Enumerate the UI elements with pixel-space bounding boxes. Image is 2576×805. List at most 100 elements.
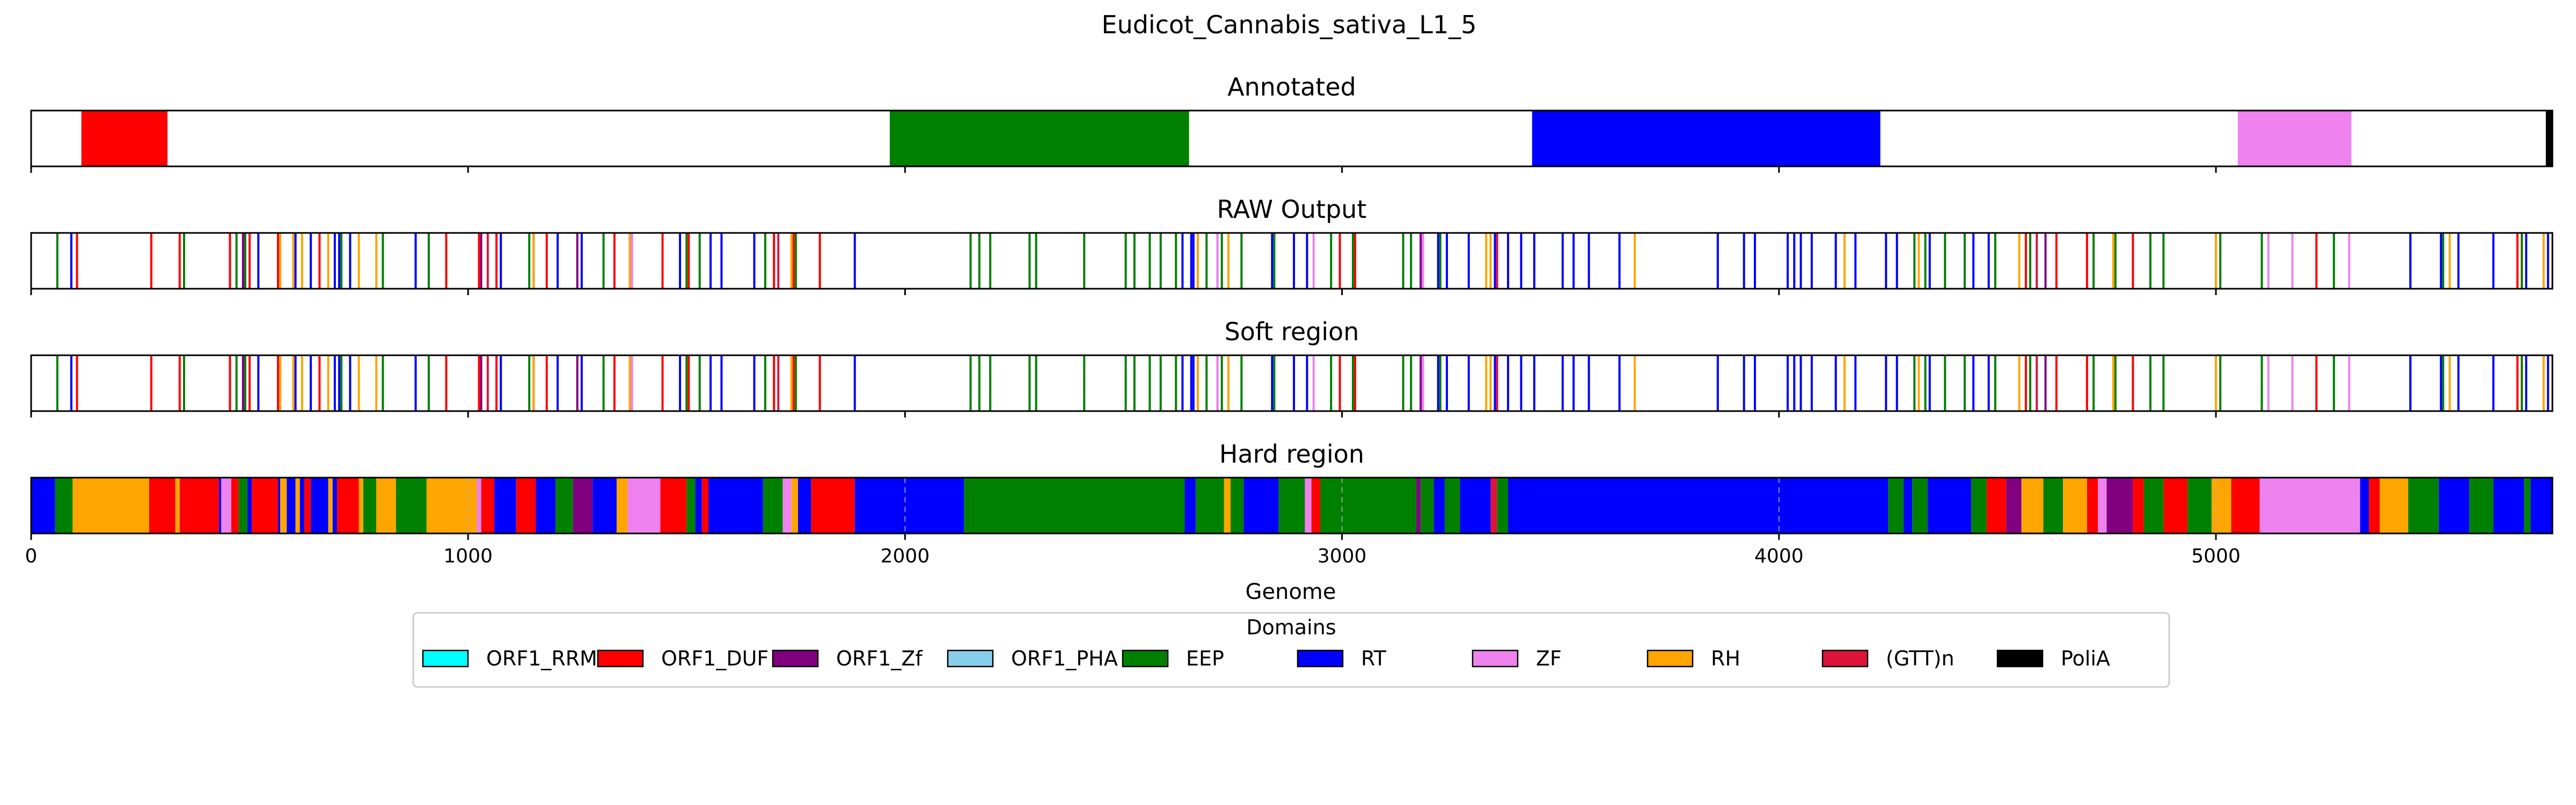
segment-rh	[72, 478, 149, 533]
legend-item-orf1-pha: ORF1_PHA	[947, 647, 1118, 670]
x-axis-label: Genome	[1245, 580, 1336, 604]
x-tick-label: 5000	[2191, 545, 2241, 567]
segment-orf1-duf	[1986, 478, 2007, 533]
segment-rt	[1184, 478, 1196, 533]
segment-eep	[686, 478, 696, 533]
segment-zf	[782, 478, 792, 533]
legend-label: RH	[1711, 647, 1740, 670]
segment-eep	[238, 478, 248, 533]
segment-eep	[2469, 478, 2494, 533]
segment-rh	[280, 478, 287, 533]
legend-swatch	[772, 649, 819, 668]
track-soft-region: Soft region	[30, 317, 2553, 418]
segment-orf1-duf	[252, 478, 279, 533]
segment-rt	[2360, 478, 2369, 533]
segment-rt	[1433, 478, 1445, 533]
chart-title: Eudicot_Cannabis_sativa_L1_5	[1102, 10, 1477, 39]
legend-swatch	[1646, 649, 1694, 668]
segment-orf1-duf	[481, 478, 495, 533]
legend-label: ORF1_Zf	[836, 647, 923, 670]
segment-rh	[376, 478, 396, 533]
segment-orf1-zf	[573, 478, 593, 533]
segment-eep	[396, 478, 427, 533]
segment-rh	[2380, 478, 2409, 533]
segment-eep	[1444, 478, 1460, 533]
segment-rt	[278, 478, 281, 533]
segment-eep	[2524, 478, 2531, 533]
segment-rt	[2530, 478, 2552, 533]
segment-eep	[1912, 478, 1928, 533]
segment-rt	[2439, 478, 2470, 533]
segment-orf1-duf	[179, 478, 219, 533]
legend-swatch	[1122, 649, 1169, 668]
segment-zf	[1305, 478, 1312, 533]
legend-swatch	[1996, 649, 2044, 668]
segment-rt	[592, 478, 617, 533]
segment-eep	[1421, 478, 1434, 533]
segment-rt	[708, 478, 763, 533]
track-raw-output: RAW Output	[30, 195, 2553, 295]
segment-eep	[964, 478, 1185, 533]
legend-label: EEP	[1186, 647, 1224, 670]
x-tick-label: 3000	[1318, 545, 1367, 567]
legend-item-orf1-zf: ORF1_Zf	[772, 647, 923, 670]
x-tick-label: 0	[25, 545, 38, 567]
segment-orf1-duf	[336, 478, 359, 533]
legend-swatch	[597, 649, 644, 668]
segment-rh	[1224, 478, 1231, 533]
segment-rt	[695, 478, 702, 533]
segment-rh	[2063, 478, 2087, 533]
track-annotated: Annotated	[30, 72, 2553, 173]
legend-item-orf1-duf: ORF1_DUF	[597, 647, 769, 670]
segment-orf1-duf	[231, 478, 239, 533]
legend-label: ZF	[1536, 647, 1562, 670]
track-frame	[30, 354, 2553, 412]
segment-zf	[2237, 111, 2352, 166]
segment-eep	[2408, 478, 2439, 533]
legend-label: ORF1_PHA	[1011, 647, 1118, 670]
segment-orf1-duf	[2231, 478, 2260, 533]
segment-orf1-duf	[660, 478, 687, 533]
segment-rh	[2021, 478, 2044, 533]
segment-orf1-duf	[2087, 478, 2098, 533]
segment-rt	[1460, 478, 1491, 533]
legend-item-polia: PoliA	[1996, 647, 2110, 670]
segment-zf	[477, 478, 481, 533]
segment-rt	[287, 478, 296, 533]
segment-orf1-duf	[516, 478, 536, 533]
segment-rh	[328, 478, 333, 533]
legend-swatch	[947, 649, 994, 668]
segment-eep	[1195, 478, 1224, 533]
segment-orf1-duf	[1311, 478, 1320, 533]
segment-eep	[2187, 478, 2212, 533]
segment-eep	[1320, 478, 1417, 533]
segment-orf1-duf	[2133, 478, 2144, 533]
legend-item-zf: ZF	[1472, 647, 1562, 670]
legend-title: Domains	[1246, 616, 1336, 639]
segment-gtt-n	[1490, 478, 1497, 533]
track-frame	[30, 109, 2553, 167]
segment-rh	[791, 478, 798, 533]
segment-rt	[311, 478, 328, 533]
segment-zf	[2259, 478, 2360, 533]
segment-eep	[763, 478, 783, 533]
legend-swatch	[422, 649, 469, 668]
track-frame	[30, 477, 2553, 535]
segment-eep	[363, 478, 377, 533]
segment-orf1-zf	[1416, 478, 1421, 533]
x-axis: 0 1000 2000 3000 4000 5000	[25, 545, 2241, 567]
legend-item-rh: RH	[1646, 647, 1740, 670]
segment-rt	[494, 478, 516, 533]
segment-orf1-zf	[2106, 478, 2133, 533]
segment-rt	[2493, 478, 2524, 533]
track-title: Soft region	[1225, 317, 1359, 346]
segment-rt	[219, 478, 222, 533]
segment-rh	[617, 478, 628, 533]
segment-orf1-duf	[811, 478, 855, 533]
legend-swatch	[1472, 649, 1519, 668]
segment-eep	[2043, 478, 2063, 533]
segment-eep	[1888, 478, 1904, 533]
segment-orf1-duf	[81, 111, 168, 166]
segment-zf	[627, 478, 661, 533]
segment-rt	[797, 478, 811, 533]
